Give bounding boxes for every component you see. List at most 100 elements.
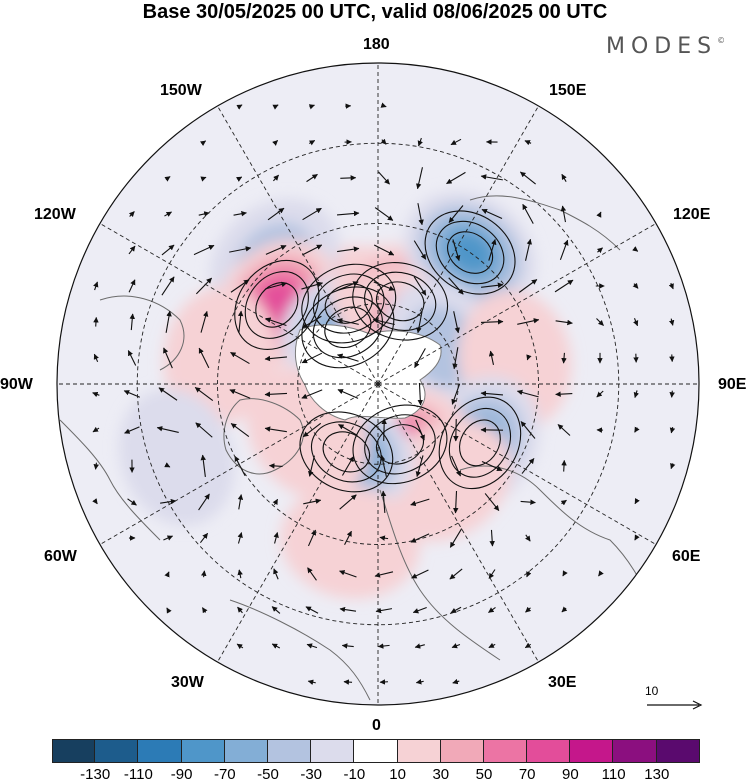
- streamline-contour: [435, 220, 505, 285]
- colorbar-swatch: [527, 739, 571, 763]
- flow-arrow: [201, 570, 207, 578]
- flow-arrow: [555, 391, 573, 397]
- flow-arrow: [200, 176, 207, 182]
- map-title: Base 30/05/2025 00 UTC, valid 08/06/2025…: [142, 1, 608, 23]
- coastlines: [59, 195, 651, 701]
- flow-arrow: [306, 643, 318, 649]
- flow-arrow: [344, 530, 352, 546]
- meridian-line: [377, 223, 657, 385]
- flow-arrow: [156, 426, 179, 433]
- graticule: [57, 63, 699, 705]
- flow-arrow: [124, 426, 140, 434]
- flow-arrow: [481, 208, 503, 220]
- flow-arrow: [451, 643, 461, 649]
- flow-arrow: [524, 140, 532, 146]
- colorbar-tick-label: 90: [562, 766, 579, 783]
- flow-arrow: [200, 454, 206, 477]
- flow-arrow: [127, 350, 137, 366]
- streamline-contour: [364, 271, 437, 331]
- flow-arrow: [452, 490, 459, 514]
- flow-arrow: [373, 281, 395, 291]
- flow-arrow: [372, 317, 395, 326]
- flow-arrow: [561, 173, 567, 182]
- flow-arrow: [668, 282, 674, 290]
- flow-arrow: [341, 456, 355, 476]
- flow-arrow: [265, 245, 287, 255]
- colorbar: [52, 739, 700, 763]
- flow-arrow: [633, 390, 640, 398]
- flow-arrow: [488, 642, 496, 649]
- flow-arrow: [339, 606, 357, 613]
- flow-arrow: [598, 570, 604, 577]
- colorbar-swatch: [224, 739, 268, 763]
- flow-arrow: [452, 678, 460, 685]
- colorbar-tick-label: -130: [80, 766, 111, 783]
- flow-arrow: [164, 211, 172, 217]
- flow-arrow: [596, 211, 602, 218]
- flow-arrow: [307, 567, 317, 581]
- colorbar-tick-label: -50: [257, 766, 279, 783]
- colorbar-frame: [52, 739, 700, 763]
- flow-arrow: [481, 282, 504, 289]
- flow-arrow: [201, 607, 208, 614]
- flow-arrow: [273, 532, 279, 544]
- flow-arrow: [525, 534, 531, 542]
- flow-arrow: [413, 240, 427, 260]
- lon-label-30w: 30W: [171, 674, 204, 691]
- flow-arrow: [337, 353, 359, 362]
- flow-arrow: [338, 423, 358, 437]
- streamline-contour: [244, 271, 309, 339]
- flow-arrow: [520, 421, 536, 439]
- latitude-circle: [217, 223, 539, 545]
- flow-arrow: [517, 318, 540, 325]
- flow-arrow: [525, 606, 532, 613]
- streamline-contour: [299, 411, 394, 493]
- flow-arrow: [416, 311, 423, 334]
- flow-arrow: [230, 423, 250, 437]
- flow-arrow: [377, 643, 390, 649]
- flow-arrow: [634, 534, 640, 541]
- colorbar-swatch: [311, 739, 355, 763]
- flow-arrow: [524, 642, 532, 649]
- meridian-line: [99, 223, 379, 385]
- streamline-contour: [312, 296, 383, 359]
- lon-label-60w: 60W: [44, 548, 77, 565]
- lon-label-180: 180: [363, 36, 390, 53]
- flow-arrow: [302, 207, 322, 221]
- flow-arrow: [484, 493, 500, 511]
- flow-arrow: [302, 315, 322, 329]
- flow-arrow: [417, 382, 424, 406]
- colorbar-swatch: [483, 739, 528, 763]
- brand-mark: ©: [717, 36, 726, 45]
- colorbar-tick-label: -70: [213, 766, 236, 783]
- colorbar-swatch: [138, 739, 182, 763]
- flow-arrow: [669, 426, 676, 434]
- meridian-line: [217, 105, 379, 385]
- flow-arrow: [267, 207, 285, 221]
- flow-arrow: [301, 281, 324, 290]
- flow-arrow: [93, 316, 99, 327]
- flow-arrow: [199, 532, 209, 544]
- flow-arrow: [194, 386, 214, 402]
- flow-arrow: [555, 319, 573, 326]
- flow-arrow: [341, 643, 354, 649]
- flow-arrow: [128, 245, 136, 255]
- flow-arrow: [414, 348, 426, 368]
- flow-arrow: [488, 569, 496, 579]
- flow-arrow: [526, 570, 532, 578]
- flow-arrow: [634, 498, 640, 505]
- streamline-contour: [375, 281, 425, 322]
- colorbar-swatch: [656, 739, 700, 763]
- lon-label-120w: 120W: [34, 206, 76, 223]
- flow-arrow: [480, 390, 504, 397]
- flow-arrow: [161, 244, 175, 256]
- colorbar-ticks: -130 -110 -90 -70 -50 -30 -10 10 30 50 70 90 110 130: [52, 766, 700, 783]
- flow-arrow: [92, 426, 100, 433]
- flow-arrow: [199, 140, 207, 146]
- flow-arrow: [93, 353, 99, 363]
- flow-arrow: [337, 389, 359, 399]
- flow-arrow: [308, 455, 315, 477]
- flow-arrow: [273, 174, 279, 182]
- streamline-contour: [424, 210, 516, 295]
